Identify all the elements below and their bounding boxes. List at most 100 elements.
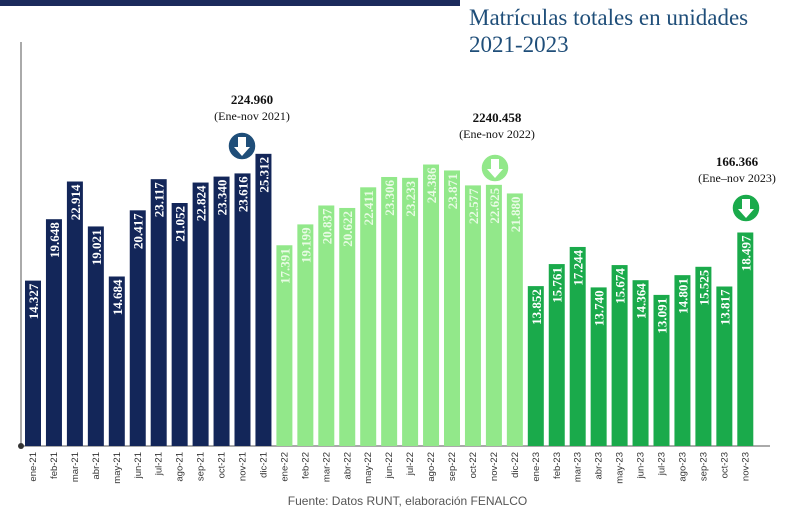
bar-value-label: 13.852 — [529, 289, 544, 325]
bar-value-label: 13.740 — [592, 290, 607, 326]
bar-dic-22 — [506, 193, 523, 446]
x-tick-label: mar-23 — [573, 452, 584, 482]
bar-may-23 — [611, 265, 628, 446]
bar-value-label: 20.837 — [319, 208, 334, 244]
x-tick-label: nov-22 — [489, 452, 500, 481]
bar-ago-22 — [423, 164, 440, 447]
bar-jul-23 — [653, 294, 670, 446]
source-note: Fuente: Datos RUNT, elaboración FENALCO — [287, 494, 528, 508]
bar-value-label: 25.312 — [256, 157, 271, 193]
bar-sep-22 — [444, 170, 460, 447]
x-tick-label: dic-21 — [258, 452, 269, 478]
x-tick-label: ago-22 — [426, 452, 437, 482]
x-tick-label: abr-23 — [594, 452, 605, 479]
bar-ago-21 — [171, 202, 188, 446]
chart-title: Matrículas totales en unidades 2021-2023 — [469, 4, 781, 58]
bar-oct-21 — [213, 176, 230, 446]
bar-may-22 — [360, 187, 377, 446]
x-tick-label: jun-21 — [133, 452, 144, 479]
bar-feb-23 — [548, 264, 565, 446]
bar-value-label: 23.233 — [403, 180, 418, 216]
bar-mar-21 — [66, 181, 83, 447]
bar-value-label: 18.497 — [738, 235, 753, 271]
x-tick-label: ene-22 — [279, 452, 290, 482]
bar-dic-21 — [255, 153, 272, 446]
bar-value-label: 19.648 — [47, 222, 62, 258]
bar-may-21 — [108, 276, 125, 446]
bar-value-label: 21.880 — [508, 196, 523, 232]
x-tick-label: sep-21 — [196, 452, 207, 481]
bar-jul-22 — [402, 177, 419, 446]
x-tick-label: may-22 — [363, 452, 374, 484]
bar-value-label: 15.525 — [696, 269, 711, 305]
x-tick-label: sep-23 — [698, 452, 709, 481]
x-tick-label: sep-22 — [447, 452, 458, 481]
bar-value-label: 23.616 — [236, 176, 251, 212]
bar-chart: 14.327 ene-21 19.648 feb-21 22.914 mar-21 19.0… — [18, 42, 776, 484]
down-arrow-icon — [480, 153, 510, 183]
bar-value-label: 20.417 — [131, 213, 146, 249]
x-tick-label: jun-23 — [636, 452, 647, 479]
bar-value-label: 17.391 — [277, 248, 292, 284]
bar-nov-23 — [737, 232, 754, 446]
x-tick-label: mar-22 — [321, 452, 332, 482]
x-tick-label: mar-21 — [70, 452, 81, 482]
x-tick-label: jul-22 — [405, 452, 416, 476]
bar-sep-21 — [192, 182, 209, 446]
down-arrow-icon — [227, 131, 257, 161]
bar-value-label: 17.244 — [571, 249, 586, 285]
annotation-period: (Ene-nov 2022) — [459, 127, 535, 141]
bar-ene-23 — [527, 286, 544, 446]
bar-feb-22 — [297, 224, 314, 446]
x-tick-label: ago-23 — [677, 452, 688, 482]
bar-value-label: 23.306 — [382, 179, 397, 215]
x-tick-label: may-23 — [615, 452, 626, 484]
bar-jun-22 — [381, 176, 398, 446]
x-tick-label: jul-23 — [657, 452, 668, 476]
annotation-total: 2240.458 — [473, 110, 522, 125]
annotation-period: (Ene–nov 2023) — [698, 171, 776, 185]
bar-abr-23 — [590, 287, 607, 446]
chart-title-line2: 2021-2023 — [469, 32, 569, 57]
x-tick-label: oct-23 — [719, 452, 730, 478]
bar-ago-23 — [674, 275, 691, 446]
bar-value-label: 15.761 — [550, 267, 565, 303]
x-tick-label: ene-23 — [531, 452, 542, 482]
bar-jun-21 — [129, 210, 146, 446]
top-banner-strip — [0, 0, 460, 6]
bar-value-label: 20.622 — [340, 211, 355, 247]
x-tick-label: oct-21 — [217, 452, 228, 478]
chart-title-line1: Matrículas totales en unidades — [469, 5, 749, 30]
x-tick-label: abr-21 — [91, 452, 102, 479]
annotation-total: 166.366 — [716, 154, 759, 169]
x-tick-label: abr-22 — [342, 452, 353, 479]
annotation-total: 224.960 — [231, 92, 273, 107]
bar-oct-22 — [464, 185, 481, 446]
bar-mar-23 — [569, 246, 586, 446]
bar-value-label: 22.914 — [68, 184, 83, 220]
bar-value-label: 14.684 — [110, 279, 125, 315]
bar-jul-21 — [150, 179, 167, 447]
bar-jun-23 — [632, 280, 649, 446]
bar-feb-21 — [45, 219, 62, 446]
bar-nov-22 — [485, 184, 502, 447]
bar-value-label: 14.801 — [675, 278, 690, 314]
x-tick-label: ene-21 — [28, 452, 39, 482]
bar-abr-21 — [87, 226, 104, 446]
bar-value-label: 22.824 — [194, 185, 209, 221]
x-tick-label: feb-21 — [49, 452, 60, 479]
bar-mar-22 — [318, 205, 335, 446]
bar-oct-23 — [716, 286, 733, 446]
x-tick-label: oct-22 — [468, 452, 479, 478]
bar-ene-21 — [25, 280, 41, 446]
bar-value-label: 23.340 — [215, 180, 230, 216]
bar-value-label: 24.386 — [424, 167, 439, 203]
axis-origin-dot — [18, 443, 24, 449]
x-tick-label: jun-22 — [384, 452, 395, 479]
bar-nov-21 — [234, 173, 251, 447]
bar-value-label: 19.021 — [89, 229, 104, 265]
x-tick-label: may-21 — [112, 452, 123, 484]
bar-value-label: 21.052 — [173, 206, 188, 242]
bar-ene-22 — [276, 245, 293, 446]
bar-value-label: 22.411 — [361, 190, 376, 225]
